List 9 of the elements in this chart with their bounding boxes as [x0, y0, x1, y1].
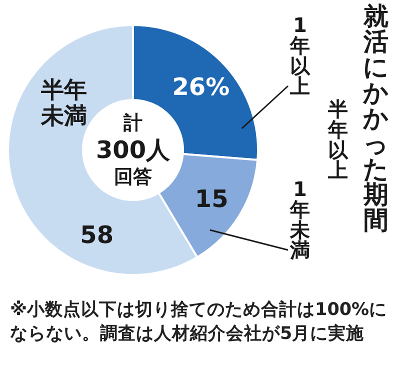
chart-title: 就活にかかった期間 — [363, 2, 389, 234]
slice-label: 1年以上 — [289, 13, 311, 98]
data-label: 26% — [172, 73, 230, 102]
slice-label: 半年以上1年未満 — [289, 97, 349, 262]
data-label: 58 — [80, 221, 114, 250]
text: ※小数点以下は切り捨てのため合計は100%にならない。調査は人材紹介会社が5月に実施 — [10, 299, 388, 346]
text: 計300人回答 — [96, 112, 172, 188]
slice-label: 半年未満 — [40, 78, 87, 130]
data-label: 15 — [194, 184, 228, 213]
